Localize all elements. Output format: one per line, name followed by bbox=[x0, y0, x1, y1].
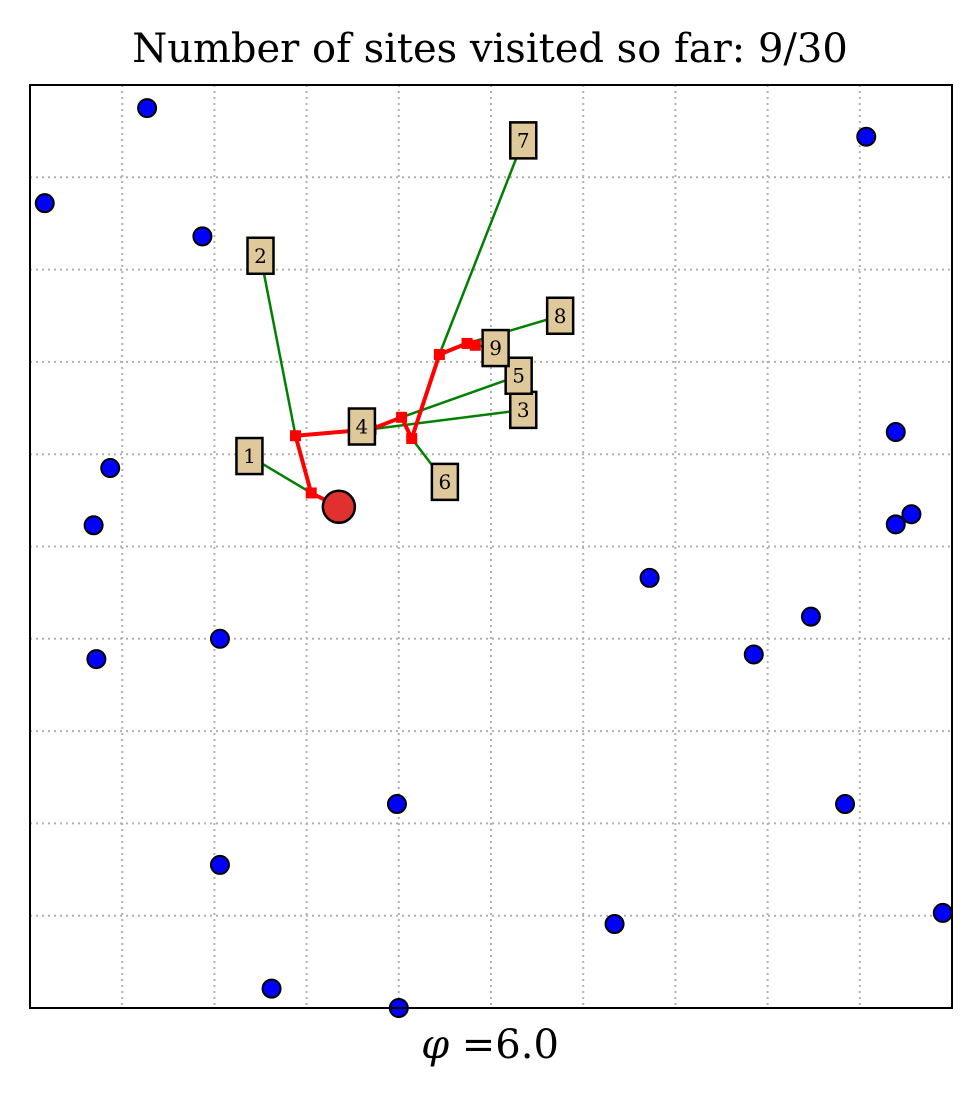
site-point bbox=[932, 902, 953, 923]
link-line bbox=[259, 255, 297, 436]
x-axis-label: φ =6.0 bbox=[421, 1022, 559, 1068]
path-vertex bbox=[290, 430, 302, 442]
path-vertex bbox=[305, 487, 317, 499]
visit-label-number: 2 bbox=[254, 244, 267, 268]
visit-label-number: 4 bbox=[356, 415, 369, 439]
site-point bbox=[639, 567, 660, 588]
path-vertex bbox=[461, 337, 473, 349]
site-point bbox=[835, 794, 856, 815]
visit-label-box bbox=[347, 407, 377, 446]
path-vertex bbox=[469, 339, 481, 351]
start-layer bbox=[321, 489, 357, 525]
visit-label-box bbox=[504, 356, 533, 395]
link-line bbox=[438, 139, 525, 355]
visit-label-number: 9 bbox=[489, 336, 502, 360]
visit-label-number: 3 bbox=[517, 398, 530, 422]
visit-label-number: 5 bbox=[512, 364, 525, 388]
site-point bbox=[261, 978, 282, 999]
visit-label-box bbox=[509, 390, 538, 430]
grid bbox=[30, 85, 952, 1008]
visit-label-box bbox=[481, 328, 510, 368]
path-vertex bbox=[406, 433, 418, 445]
visit-label-box bbox=[509, 121, 538, 160]
site-point bbox=[386, 794, 407, 815]
visit-label-number: 1 bbox=[243, 444, 256, 468]
site-point bbox=[743, 644, 764, 665]
site-point bbox=[209, 628, 230, 649]
visit-label-number: 7 bbox=[517, 128, 530, 152]
chart-title: Number of sites visited so far: 9/30 bbox=[132, 26, 848, 72]
site-point bbox=[34, 193, 55, 214]
visit-label-number: 6 bbox=[439, 470, 452, 494]
plot-frame bbox=[29, 84, 953, 1009]
site-point bbox=[100, 458, 121, 479]
path-vertex bbox=[396, 411, 408, 423]
visit-label-box bbox=[246, 236, 275, 276]
site-point bbox=[885, 514, 906, 535]
visit-label-box bbox=[235, 436, 264, 476]
site-point bbox=[137, 98, 158, 119]
site-point bbox=[901, 504, 922, 525]
visit-label-number: 8 bbox=[554, 304, 567, 328]
site-point bbox=[800, 606, 821, 627]
unvisited-sites bbox=[34, 98, 953, 1018]
x-axis-label-value: =6.0 bbox=[449, 1022, 559, 1068]
link-line bbox=[370, 408, 524, 431]
site-point bbox=[604, 914, 625, 935]
x-axis-label-symbol: φ bbox=[421, 1022, 449, 1068]
site-point bbox=[192, 226, 213, 247]
visited-labels: 1 2 3 4 5 6 7 8 9 bbox=[235, 121, 575, 502]
site-point bbox=[885, 422, 906, 443]
site-point bbox=[86, 649, 107, 670]
site-point bbox=[83, 515, 104, 536]
start-marker bbox=[321, 489, 357, 525]
site-point bbox=[856, 126, 877, 147]
site-point bbox=[209, 854, 230, 875]
path-vertex bbox=[433, 349, 445, 361]
visit-label-box bbox=[545, 296, 575, 335]
visit-label-box bbox=[430, 462, 460, 502]
